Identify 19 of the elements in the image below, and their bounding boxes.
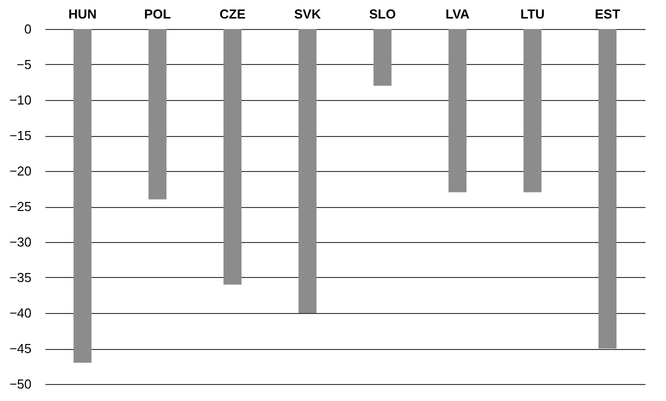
y-tick-label: −30 xyxy=(9,234,32,250)
y-tick-label: −35 xyxy=(9,270,32,285)
y-tick-label: −5 xyxy=(16,57,32,72)
y-tick-label: −50 xyxy=(9,376,32,392)
y-tick-label: −25 xyxy=(9,199,32,214)
x-tick-label: SLO xyxy=(369,6,396,22)
x-tick-label: LTU xyxy=(520,6,545,22)
x-tick-label: LVA xyxy=(445,6,470,22)
y-tick-label: −20 xyxy=(9,164,32,178)
y-tick-label: −45 xyxy=(9,341,32,356)
y-tick-label: −10 xyxy=(9,92,32,108)
y-tick-label: −40 xyxy=(9,306,32,320)
x-tick-label: HUN xyxy=(68,6,97,22)
x-tick-label: CZE xyxy=(220,6,246,22)
y-tick-label: −15 xyxy=(9,128,32,143)
x-tick-label: EST xyxy=(594,6,620,22)
x-tick-label: POL xyxy=(144,6,171,22)
x-tick-label: SVK xyxy=(294,6,322,22)
y-tick-label: 0 xyxy=(24,22,32,36)
